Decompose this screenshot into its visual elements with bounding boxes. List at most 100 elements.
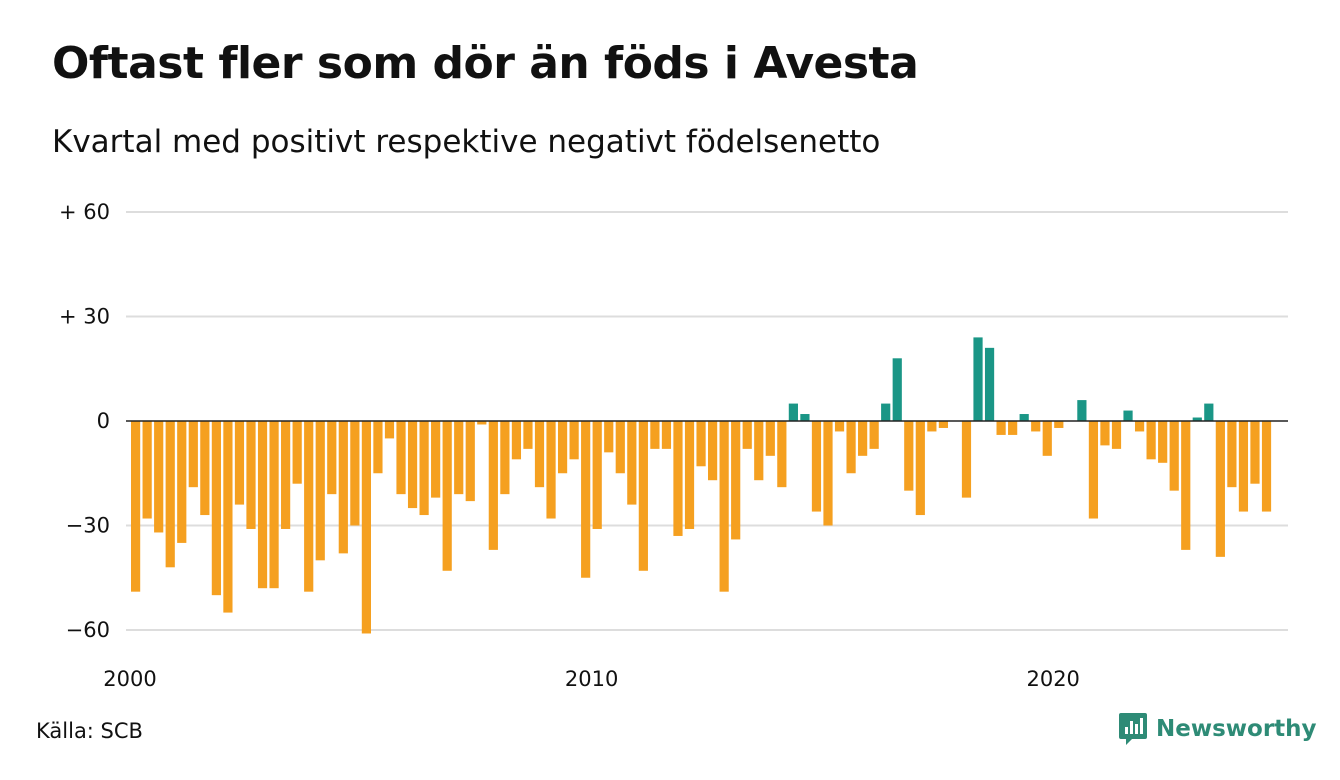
newsworthy-logo-icon — [1119, 713, 1147, 745]
bar — [142, 421, 152, 519]
bar — [892, 358, 902, 421]
bar-chart: + 60 + 30 0 −30 −60 2000 2010 2020 — [59, 200, 1288, 691]
bar — [211, 421, 221, 596]
bar — [165, 421, 175, 568]
bar — [131, 421, 141, 592]
bar — [1250, 421, 1260, 484]
bar — [1100, 421, 1110, 446]
bar — [1031, 421, 1041, 432]
bar — [454, 421, 464, 495]
bar — [858, 421, 868, 456]
bar — [1261, 421, 1272, 512]
bar — [154, 421, 164, 533]
bar — [1123, 410, 1133, 421]
bar — [1238, 421, 1249, 512]
bar — [477, 421, 487, 425]
bar — [904, 421, 914, 491]
bar — [1008, 421, 1018, 435]
bar — [754, 421, 764, 481]
y-tick-label: 0 — [97, 409, 110, 433]
bar — [684, 421, 695, 529]
bar — [407, 421, 418, 509]
bar — [223, 421, 233, 613]
bar — [1158, 421, 1168, 463]
bar — [869, 421, 879, 449]
bar — [996, 421, 1006, 435]
bar — [200, 421, 210, 516]
y-tick-label: + 60 — [59, 200, 110, 224]
y-tick-label: −30 — [66, 514, 110, 538]
bar — [361, 421, 371, 634]
x-tick-label: 2020 — [1026, 667, 1079, 691]
bar — [1088, 421, 1099, 519]
bar — [327, 421, 337, 495]
bar — [315, 421, 325, 561]
bar — [373, 421, 383, 474]
bar — [581, 421, 591, 578]
bar — [338, 421, 348, 554]
bar — [1054, 421, 1064, 428]
bar — [488, 421, 498, 550]
bar — [1019, 414, 1029, 421]
bar — [938, 421, 948, 428]
bar — [546, 421, 556, 519]
bar — [973, 337, 983, 421]
bar — [661, 421, 672, 449]
bar — [1077, 400, 1087, 421]
bar — [1204, 403, 1214, 421]
bar — [627, 421, 637, 505]
bar — [961, 421, 972, 498]
y-tick-label: + 30 — [59, 305, 110, 329]
bar — [1134, 421, 1145, 432]
bar — [1169, 421, 1179, 491]
bar — [834, 421, 845, 432]
bar — [777, 421, 787, 488]
bar — [511, 421, 522, 460]
bar — [569, 421, 579, 460]
bar — [615, 421, 625, 474]
bar — [557, 421, 568, 474]
bar — [350, 421, 360, 526]
bar — [1181, 421, 1191, 550]
bar — [246, 421, 256, 529]
bar — [823, 421, 833, 526]
bar — [915, 421, 925, 516]
bar — [788, 403, 798, 421]
bar — [1146, 421, 1156, 460]
bar — [465, 421, 475, 502]
bar — [708, 421, 718, 481]
x-tick-label: 2000 — [103, 667, 156, 691]
bar — [257, 421, 268, 589]
y-tick-label: −60 — [66, 618, 110, 642]
bar — [846, 421, 856, 474]
bar — [396, 421, 406, 495]
bar — [304, 421, 314, 592]
bar — [384, 421, 395, 439]
bar — [419, 421, 429, 516]
bar — [638, 421, 648, 571]
source-note: Källa: SCB — [36, 719, 143, 743]
brand-name: Newsworthy — [1156, 716, 1317, 742]
bar — [442, 421, 452, 571]
bar — [765, 421, 775, 456]
bar — [431, 421, 441, 498]
bar — [731, 421, 741, 540]
bar — [696, 421, 706, 467]
bar — [188, 421, 198, 488]
bar — [742, 421, 752, 449]
bar — [269, 421, 279, 589]
x-tick-label: 2010 — [565, 667, 618, 691]
bar — [1215, 421, 1225, 557]
bar — [534, 421, 545, 488]
bar — [811, 421, 822, 512]
bar — [650, 421, 660, 449]
bar — [1227, 421, 1237, 488]
bar — [500, 421, 510, 495]
bar — [984, 347, 995, 421]
chart-subtitle: Kvartal med positivt respektive negativt… — [52, 124, 881, 160]
chart-title: Oftast fler som dör än föds i Avesta — [52, 38, 919, 89]
bar — [1042, 421, 1052, 456]
bar — [592, 421, 602, 529]
bar — [673, 421, 683, 536]
bar — [1192, 417, 1202, 421]
